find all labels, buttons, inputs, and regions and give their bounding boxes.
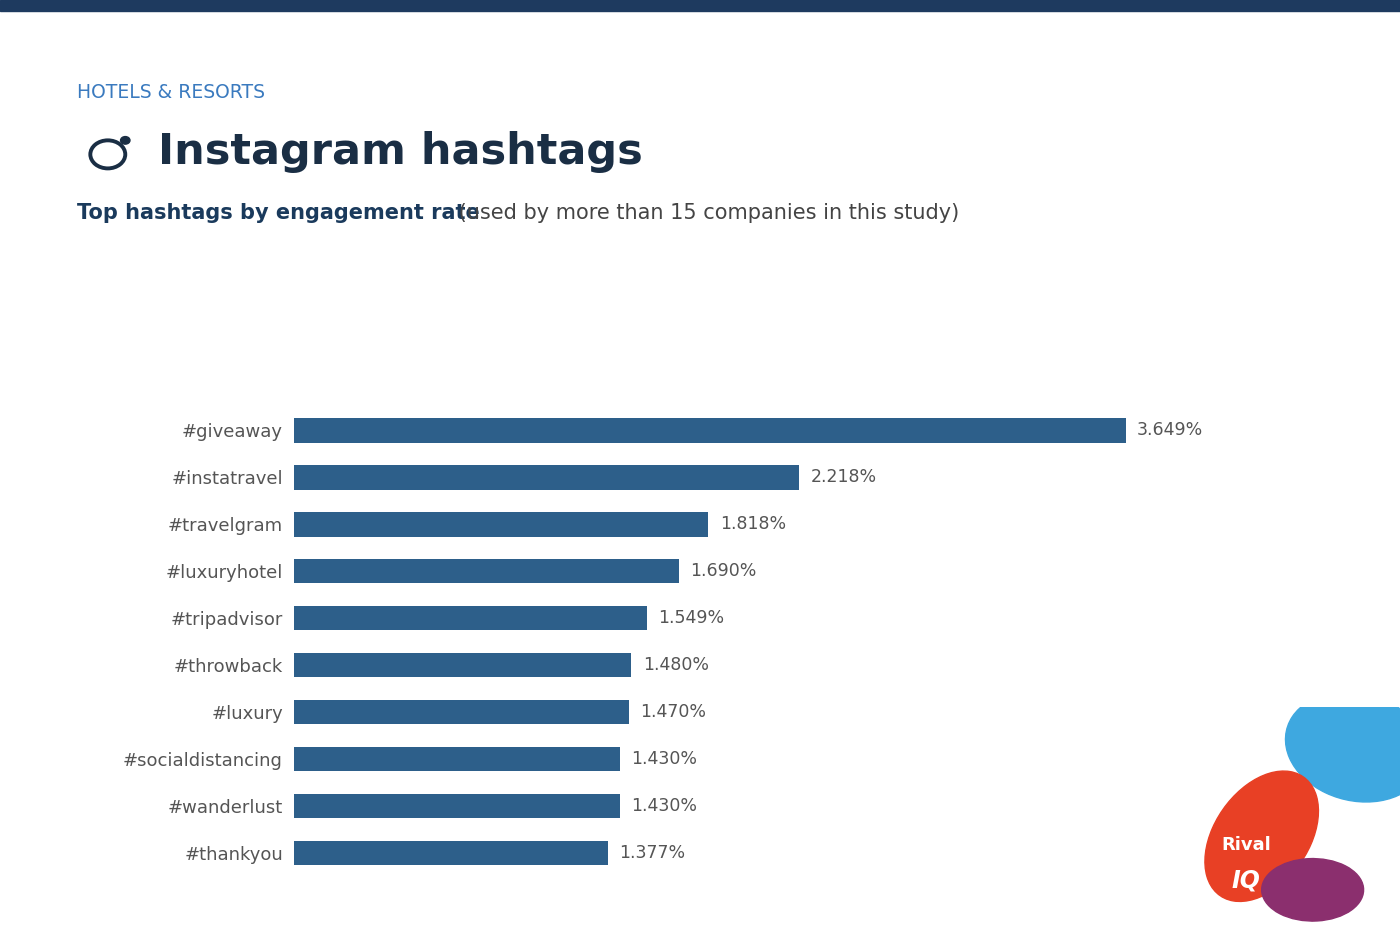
Text: 1.818%: 1.818%	[720, 515, 785, 533]
Text: 1.690%: 1.690%	[690, 563, 757, 580]
Text: Top hashtags by engagement rate: Top hashtags by engagement rate	[77, 203, 480, 222]
Text: Rival: Rival	[1221, 836, 1271, 855]
Text: 2.218%: 2.218%	[811, 469, 876, 486]
Text: 1.480%: 1.480%	[643, 657, 708, 674]
Text: (used by more than 15 companies in this study): (used by more than 15 companies in this …	[452, 203, 959, 222]
Text: 1.470%: 1.470%	[640, 703, 707, 721]
Bar	[294, 418, 1126, 443]
Bar	[294, 465, 799, 489]
Bar	[294, 794, 620, 818]
Circle shape	[120, 137, 130, 144]
Text: Instagram hashtags: Instagram hashtags	[158, 130, 643, 173]
Text: HOTELS & RESORTS: HOTELS & RESORTS	[77, 83, 265, 101]
Bar	[294, 512, 708, 537]
Bar	[294, 700, 629, 724]
Ellipse shape	[1285, 692, 1400, 802]
Bar	[294, 653, 631, 677]
Text: 1.549%: 1.549%	[658, 609, 725, 627]
Bar	[294, 841, 608, 865]
Bar	[294, 606, 647, 631]
Text: 1.377%: 1.377%	[619, 844, 686, 862]
Ellipse shape	[1261, 858, 1364, 921]
Text: 1.430%: 1.430%	[631, 797, 697, 815]
Ellipse shape	[1205, 771, 1319, 901]
Text: IQ: IQ	[1232, 869, 1260, 893]
Bar	[294, 747, 620, 771]
Text: 3.649%: 3.649%	[1137, 421, 1203, 439]
Bar	[294, 559, 679, 583]
Text: 1.430%: 1.430%	[631, 751, 697, 768]
